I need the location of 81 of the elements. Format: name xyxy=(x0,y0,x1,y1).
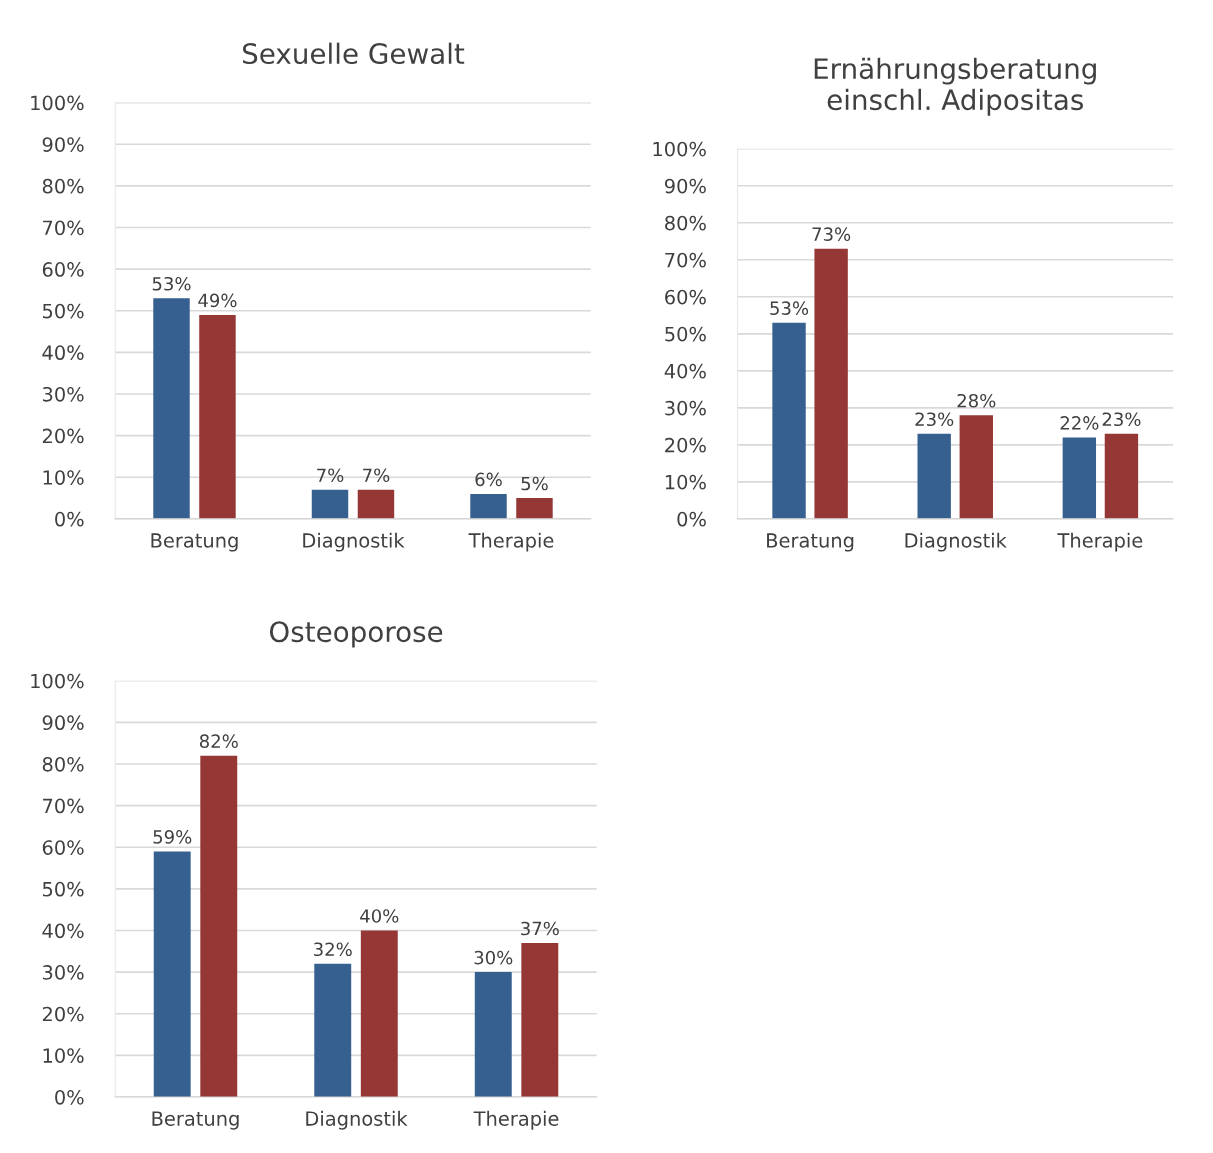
y-tick-label: 50% xyxy=(42,303,84,319)
data-label: 6% xyxy=(475,472,502,487)
y-tick-label: 90% xyxy=(664,178,706,194)
y-tick-label: 70% xyxy=(43,798,84,814)
x-tick-label: Diagnostik xyxy=(905,532,1007,552)
x-tick-label: Beratung xyxy=(152,1111,239,1130)
bar xyxy=(357,489,395,519)
y-tick-label: 40% xyxy=(42,923,84,939)
y-tick-label: 0% xyxy=(55,1089,84,1105)
data-label: 73% xyxy=(812,227,851,241)
y-tick-label: 20% xyxy=(42,1006,84,1022)
x-tick-label: Therapie xyxy=(468,532,554,552)
x-tick-label: Beratung xyxy=(767,533,854,552)
data-label: 23% xyxy=(915,412,954,427)
y-tick-label: 50% xyxy=(42,881,84,897)
bar xyxy=(521,942,559,1097)
data-label: 37% xyxy=(521,921,559,936)
bar xyxy=(516,498,553,519)
bar xyxy=(153,298,190,519)
y-tick-label: 100% xyxy=(31,95,84,111)
data-label: 22% xyxy=(1060,416,1099,430)
y-tick-label: 60% xyxy=(42,262,84,277)
bar xyxy=(311,489,349,519)
data-label: 5% xyxy=(521,476,548,491)
y-tick-label: 100% xyxy=(653,141,706,157)
y-tick-label: 20% xyxy=(42,428,84,444)
y-tick-label: 90% xyxy=(42,715,84,731)
data-label: 23% xyxy=(1102,412,1141,427)
data-label: 49% xyxy=(198,293,237,308)
y-tick-label: 50% xyxy=(665,326,706,342)
y-tick-label: 40% xyxy=(664,363,706,379)
x-tick-label: Beratung xyxy=(151,533,238,552)
y-tick-label: 80% xyxy=(42,756,84,772)
bar xyxy=(1062,437,1097,519)
y-tick-label: 30% xyxy=(42,386,84,402)
data-label: 40% xyxy=(360,909,399,923)
y-tick-label: 10% xyxy=(43,1048,84,1063)
bar xyxy=(814,248,848,519)
bar xyxy=(1104,433,1139,519)
y-tick-label: 80% xyxy=(665,215,706,231)
chart-title: Sexuelle Gewalt xyxy=(242,42,465,65)
y-tick-label: 60% xyxy=(42,840,84,855)
bar xyxy=(199,314,236,519)
data-label: 53% xyxy=(152,276,191,291)
data-label: 32% xyxy=(314,942,352,957)
x-tick-label: Diagnostik xyxy=(303,532,405,552)
chart-title: Osteoporose xyxy=(269,621,443,648)
bar xyxy=(360,930,398,1097)
y-tick-label: 0% xyxy=(55,511,84,527)
y-tick-label: 40% xyxy=(42,345,84,361)
bar xyxy=(153,851,191,1097)
data-label: 82% xyxy=(199,734,238,748)
y-tick-label: 20% xyxy=(665,437,706,453)
bar xyxy=(917,433,951,519)
x-tick-label: Therapie xyxy=(1057,532,1143,552)
y-tick-label: 90% xyxy=(42,137,84,152)
data-label: 28% xyxy=(957,393,996,408)
bar xyxy=(474,972,512,1097)
data-label: 7% xyxy=(363,468,390,483)
bar xyxy=(772,322,806,519)
bar xyxy=(200,755,238,1097)
y-tick-label: 10% xyxy=(43,470,84,485)
y-tick-label: 70% xyxy=(43,220,84,236)
y-tick-label: 60% xyxy=(665,289,706,305)
y-tick-label: 30% xyxy=(42,965,84,980)
x-tick-label: Therapie xyxy=(473,1110,559,1130)
chart-title: Ernährungsberatung einschl. Adipositas xyxy=(814,57,1096,116)
x-tick-label: Diagnostik xyxy=(306,1110,408,1130)
y-tick-label: 0% xyxy=(677,511,706,527)
bar xyxy=(470,493,507,519)
data-label: 53% xyxy=(770,301,809,316)
data-label: 59% xyxy=(153,830,192,844)
bar xyxy=(314,963,352,1097)
data-label: 7% xyxy=(317,468,344,483)
bar xyxy=(959,415,993,519)
y-tick-label: 70% xyxy=(665,252,706,268)
y-tick-label: 100% xyxy=(31,673,84,689)
y-tick-label: 30% xyxy=(665,400,706,416)
data-label: 30% xyxy=(474,950,513,965)
y-tick-label: 10% xyxy=(665,474,706,490)
y-tick-label: 80% xyxy=(42,178,84,194)
